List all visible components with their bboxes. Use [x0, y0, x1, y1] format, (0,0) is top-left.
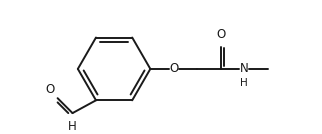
Text: H: H: [68, 120, 77, 133]
Text: H: H: [240, 78, 248, 88]
Text: O: O: [216, 28, 225, 41]
Text: N: N: [240, 62, 249, 75]
Text: O: O: [169, 62, 178, 75]
Text: O: O: [46, 83, 55, 96]
